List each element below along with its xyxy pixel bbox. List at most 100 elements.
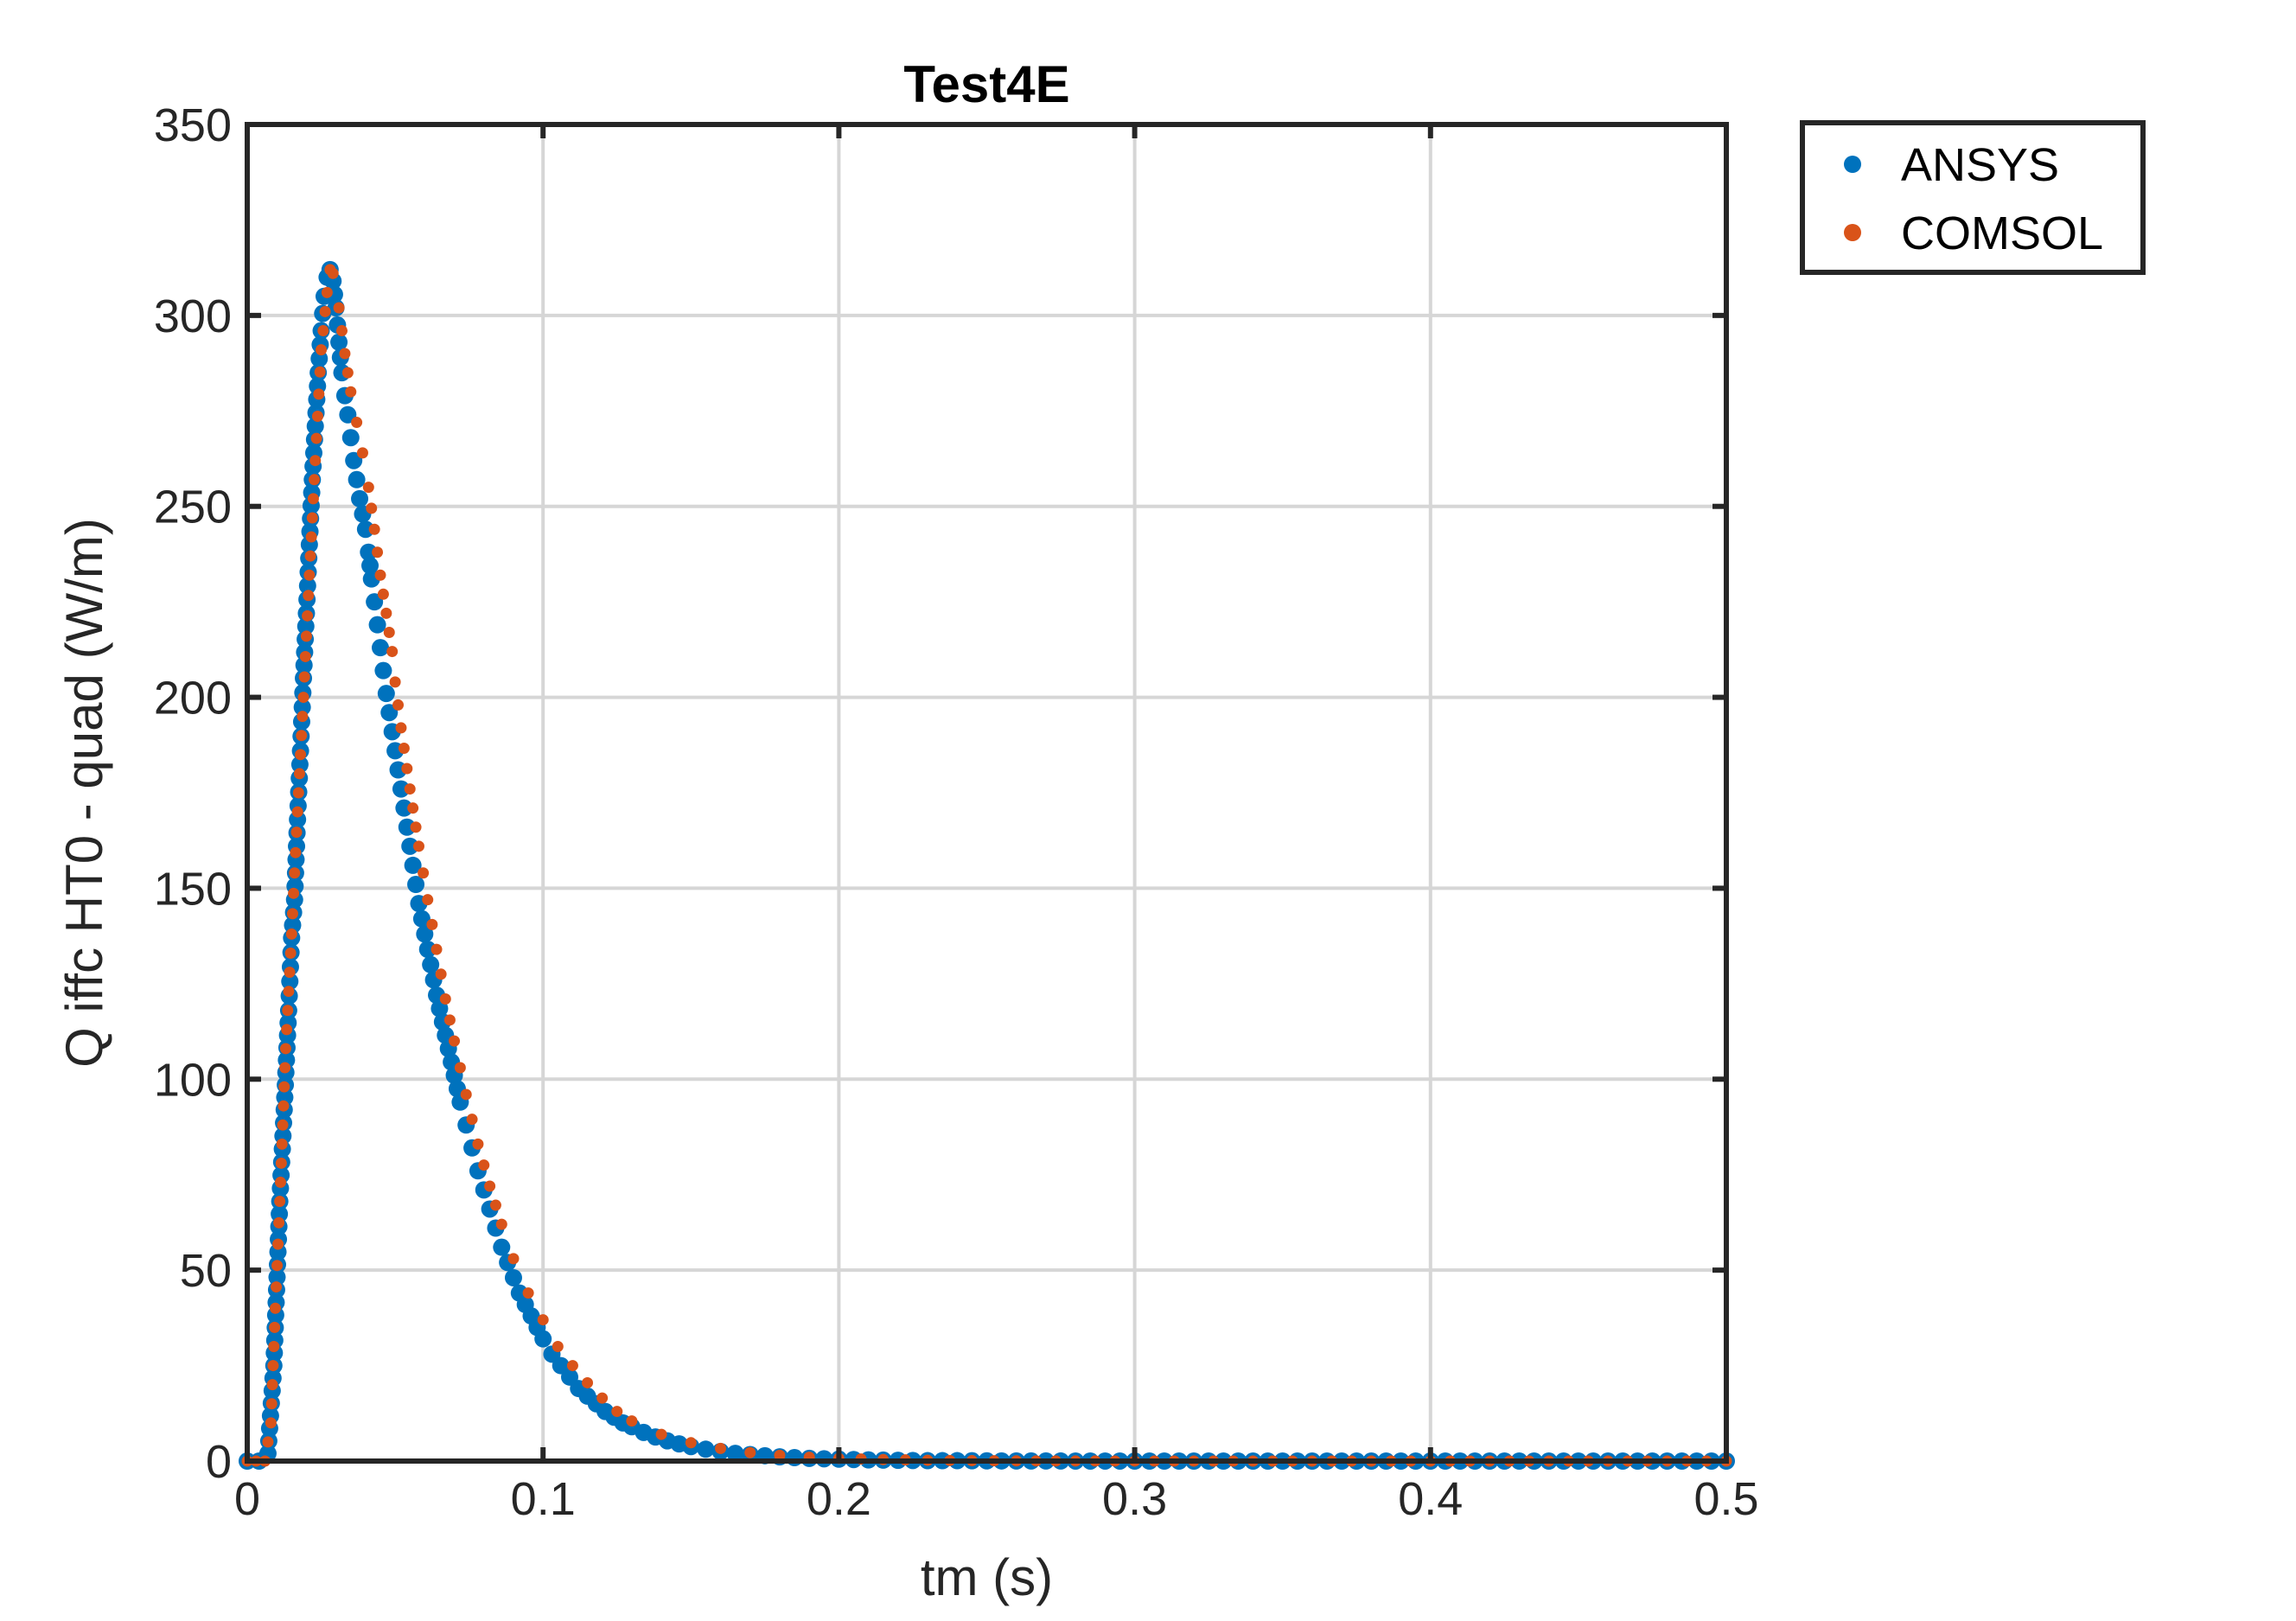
data-point-comsol <box>285 928 297 940</box>
data-point-comsol <box>582 1376 594 1388</box>
data-point-ansys <box>398 818 416 836</box>
data-point-comsol <box>537 1314 549 1326</box>
data-point-comsol <box>744 1446 756 1458</box>
data-point-comsol <box>715 1442 727 1454</box>
data-point-comsol <box>626 1415 638 1427</box>
data-point-ansys <box>268 1268 286 1286</box>
data-point-comsol <box>439 993 451 1005</box>
data-point-comsol <box>275 1177 286 1189</box>
data-point-comsol <box>552 1340 564 1352</box>
data-point-ansys <box>401 837 419 855</box>
data-point-comsol <box>336 325 348 337</box>
data-point-comsol <box>345 386 357 398</box>
data-point-comsol <box>265 1417 277 1429</box>
data-point-comsol <box>275 1157 287 1169</box>
data-point-comsol <box>386 646 399 658</box>
data-point-comsol <box>278 1081 290 1093</box>
data-point-comsol <box>292 787 304 799</box>
data-point-comsol <box>454 1062 466 1074</box>
data-point-comsol <box>282 1005 294 1017</box>
data-point-comsol <box>281 1024 293 1036</box>
data-point-comsol <box>401 763 413 775</box>
data-point-comsol <box>288 887 300 899</box>
data-point-ansys <box>281 973 299 991</box>
data-point-comsol <box>333 302 345 314</box>
data-point-comsol <box>296 730 308 742</box>
data-layer <box>239 260 1735 1470</box>
data-point-comsol <box>284 948 297 960</box>
data-point-comsol <box>356 447 368 459</box>
data-point-comsol <box>277 1119 289 1131</box>
data-point-ansys <box>293 699 311 717</box>
legend-marker-comsol <box>1844 224 1861 241</box>
data-point-comsol <box>277 1100 290 1112</box>
data-point-comsol <box>655 1428 667 1440</box>
legend-label-comsol: COMSOL <box>1901 207 2103 259</box>
data-point-ansys <box>339 405 357 424</box>
data-point-comsol <box>309 455 322 467</box>
data-point-comsol <box>389 676 401 688</box>
data-point-comsol <box>435 968 447 980</box>
chart-title: Test4E <box>903 55 1069 113</box>
data-point-comsol <box>299 650 311 662</box>
data-point-comsol <box>290 826 303 839</box>
data-point-comsol <box>472 1138 484 1150</box>
data-point-comsol <box>372 546 384 558</box>
data-point-comsol <box>303 590 315 602</box>
data-point-comsol <box>443 1014 456 1026</box>
data-point-comsol <box>268 1340 280 1352</box>
tick-layer: 0 0.1 0.2 0.3 0.4 0.5 0 50 100 150 200 250 300 350 <box>154 99 1759 1525</box>
data-point-comsol <box>316 344 328 356</box>
legend: ANSYS COMSOL <box>1800 120 2146 275</box>
data-point-ansys <box>726 1445 744 1463</box>
data-point-comsol <box>418 867 430 879</box>
legend-label-ansys: ANSYS <box>1901 139 2059 191</box>
data-point-comsol <box>297 711 309 723</box>
data-point-comsol <box>273 1216 285 1229</box>
data-point-ansys <box>407 876 425 894</box>
data-point-comsol <box>392 699 405 711</box>
data-point-ansys <box>297 617 315 635</box>
data-point-comsol <box>407 802 419 814</box>
data-point-ansys <box>361 557 379 575</box>
data-point-comsol <box>279 1062 291 1074</box>
data-point-ansys <box>534 1330 552 1348</box>
data-point-ansys <box>366 593 384 611</box>
data-point-comsol <box>286 908 298 920</box>
data-point-ansys <box>374 661 392 680</box>
x-tick-label: 0.4 <box>1398 1473 1463 1525</box>
x-tick-label: 0.2 <box>807 1473 871 1525</box>
y-tick-label: 250 <box>154 482 232 533</box>
data-point-comsol <box>685 1437 697 1449</box>
data-point-comsol <box>265 1398 277 1410</box>
data-point-ansys <box>392 780 410 798</box>
legend-marker-ansys <box>1844 156 1861 173</box>
data-point-comsol <box>306 512 318 524</box>
data-point-ansys <box>504 1268 522 1286</box>
data-point-comsol <box>317 325 329 337</box>
x-tick-label: 0.3 <box>1102 1473 1167 1525</box>
data-point-comsol <box>611 1406 623 1418</box>
x-tick-label: 0.5 <box>1693 1473 1758 1525</box>
data-point-ansys <box>345 451 363 469</box>
data-point-comsol <box>305 531 317 543</box>
y-axis-label: Q iffc HT0 - quad (W/m) <box>55 518 113 1068</box>
data-point-comsol <box>303 569 316 581</box>
data-point-ansys <box>422 955 440 973</box>
data-point-ansys <box>418 941 437 959</box>
data-point-comsol <box>291 806 303 818</box>
data-point-ansys <box>298 577 316 595</box>
data-point-ansys <box>360 543 378 561</box>
data-point-comsol <box>266 1379 278 1391</box>
data-point-comsol <box>377 588 389 600</box>
data-point-ansys <box>330 333 348 351</box>
data-point-comsol <box>307 493 319 505</box>
data-point-comsol <box>272 1238 284 1250</box>
data-point-comsol <box>368 523 380 535</box>
data-point-comsol <box>422 894 434 906</box>
data-point-comsol <box>484 1180 496 1192</box>
y-tick-label: 350 <box>154 99 232 151</box>
data-point-comsol <box>426 918 438 930</box>
data-point-comsol <box>412 840 424 852</box>
